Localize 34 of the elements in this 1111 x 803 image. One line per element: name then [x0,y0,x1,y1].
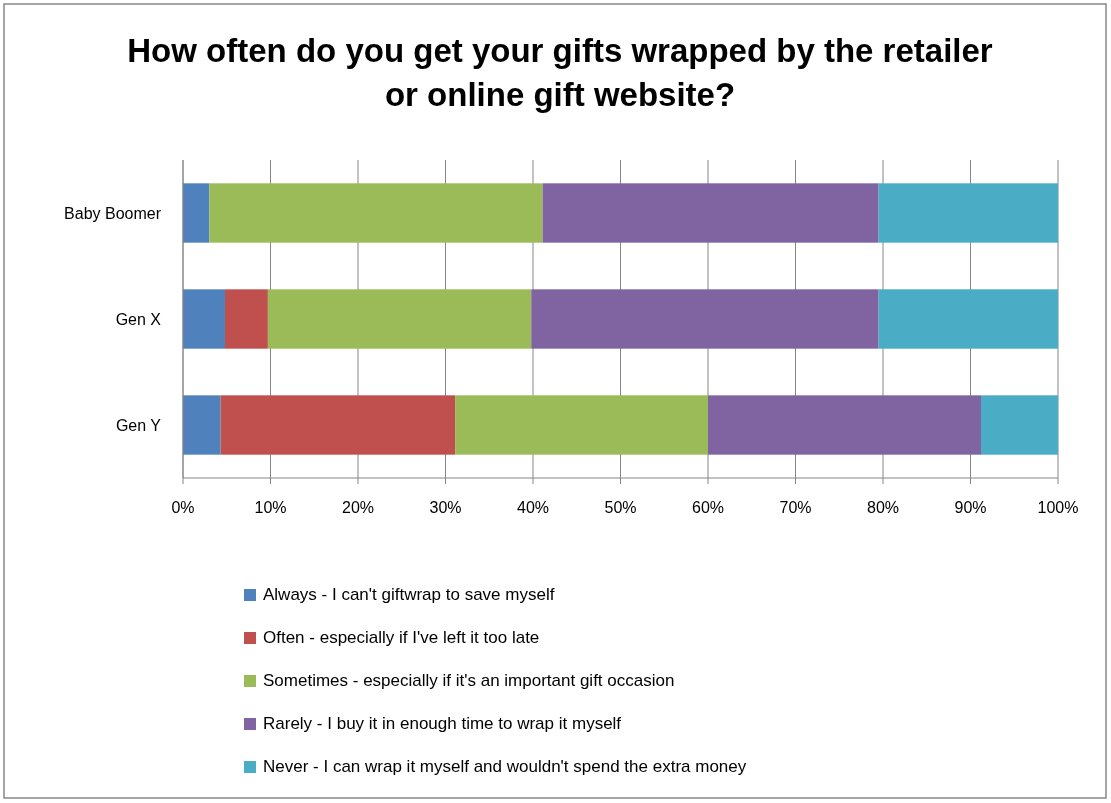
x-tick-label: 20% [341,499,375,516]
bar [183,183,210,243]
bar [531,289,879,349]
bar [878,289,1058,349]
bar [981,395,1058,455]
x-tick-label: 0% [171,499,195,516]
bar [225,289,268,349]
y-tick-label: Baby Boomer [64,205,162,222]
y-tick-label: Gen X [115,311,162,328]
legend-label: Always - I can't giftwrap to save myself [263,585,555,604]
legend-label: Often - especially if I've left it too late [263,628,540,647]
bar [183,395,221,455]
x-tick-label: 90% [954,499,987,516]
x-tick-label: 80% [866,499,900,516]
legend-label: Never - I can wrap it myself and wouldn't spend the extra money [263,757,747,776]
x-tick-label: 10% [254,499,287,516]
bar [220,395,456,455]
legend-label: Sometimes - especially if it's an important gift occasion [263,671,675,690]
x-tick-label: 30% [429,499,462,516]
x-tick-label: 50% [604,499,637,516]
y-tick-label: Gen Y [115,417,162,434]
bar [267,289,532,349]
x-tick-label: 100% [1037,499,1079,516]
bar [209,183,543,243]
x-tick-label: 60% [691,499,725,516]
bar [183,289,225,349]
bar [542,183,879,243]
x-tick-label: 40% [516,499,550,516]
bar [708,395,981,455]
chart-title: How often do you get your gifts wrapped by the retailer or online gift website? [127,32,993,113]
x-tick-label: 70% [779,499,812,516]
bar [455,395,708,455]
bar [878,183,1058,243]
legend-label: Rarely - I buy it in enough time to wrap it myself [263,714,622,733]
